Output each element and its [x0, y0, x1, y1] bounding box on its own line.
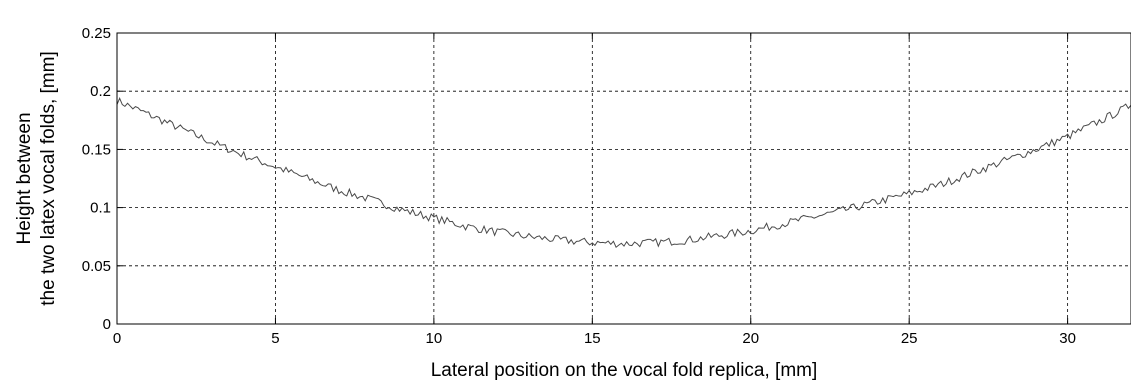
tick-marks [116, 32, 1069, 325]
x-tick-label: 30 [1059, 330, 1076, 347]
y-tick-labels: 0 0.05 0.1 0.15 0.2 0.25 [82, 25, 111, 333]
plot-frame [116, 32, 1131, 325]
series-line [116, 96, 1131, 249]
y-tick-label: 0.25 [82, 25, 111, 42]
x-tick-label: 5 [271, 330, 279, 347]
x-tick-label: 20 [742, 330, 759, 347]
y-tick-label: 0.1 [90, 200, 111, 217]
y-tick-label: 0.15 [82, 141, 111, 158]
grid-lines [117, 33, 1131, 324]
y-tick-label: 0 [103, 316, 111, 333]
x-tick-labels: 0 5 10 15 20 25 30 [113, 330, 1076, 347]
y-tick-label: 0.2 [90, 83, 111, 100]
series-layer [116, 96, 1131, 249]
x-tick-label: 10 [426, 330, 443, 347]
y-axis-label-line-2: the two latex vocal folds, [mm] [38, 51, 59, 306]
x-axis-label: Lateral position on the vocal fold repli… [431, 360, 818, 381]
x-tick-label: 0 [113, 330, 121, 347]
y-axis-label-line-1: Height between [14, 112, 35, 244]
y-axis-label: Height between the two latex vocal folds… [14, 51, 59, 306]
x-tick-label: 15 [584, 330, 601, 347]
y-tick-label: 0.05 [82, 258, 111, 275]
x-tick-label: 25 [901, 330, 918, 347]
